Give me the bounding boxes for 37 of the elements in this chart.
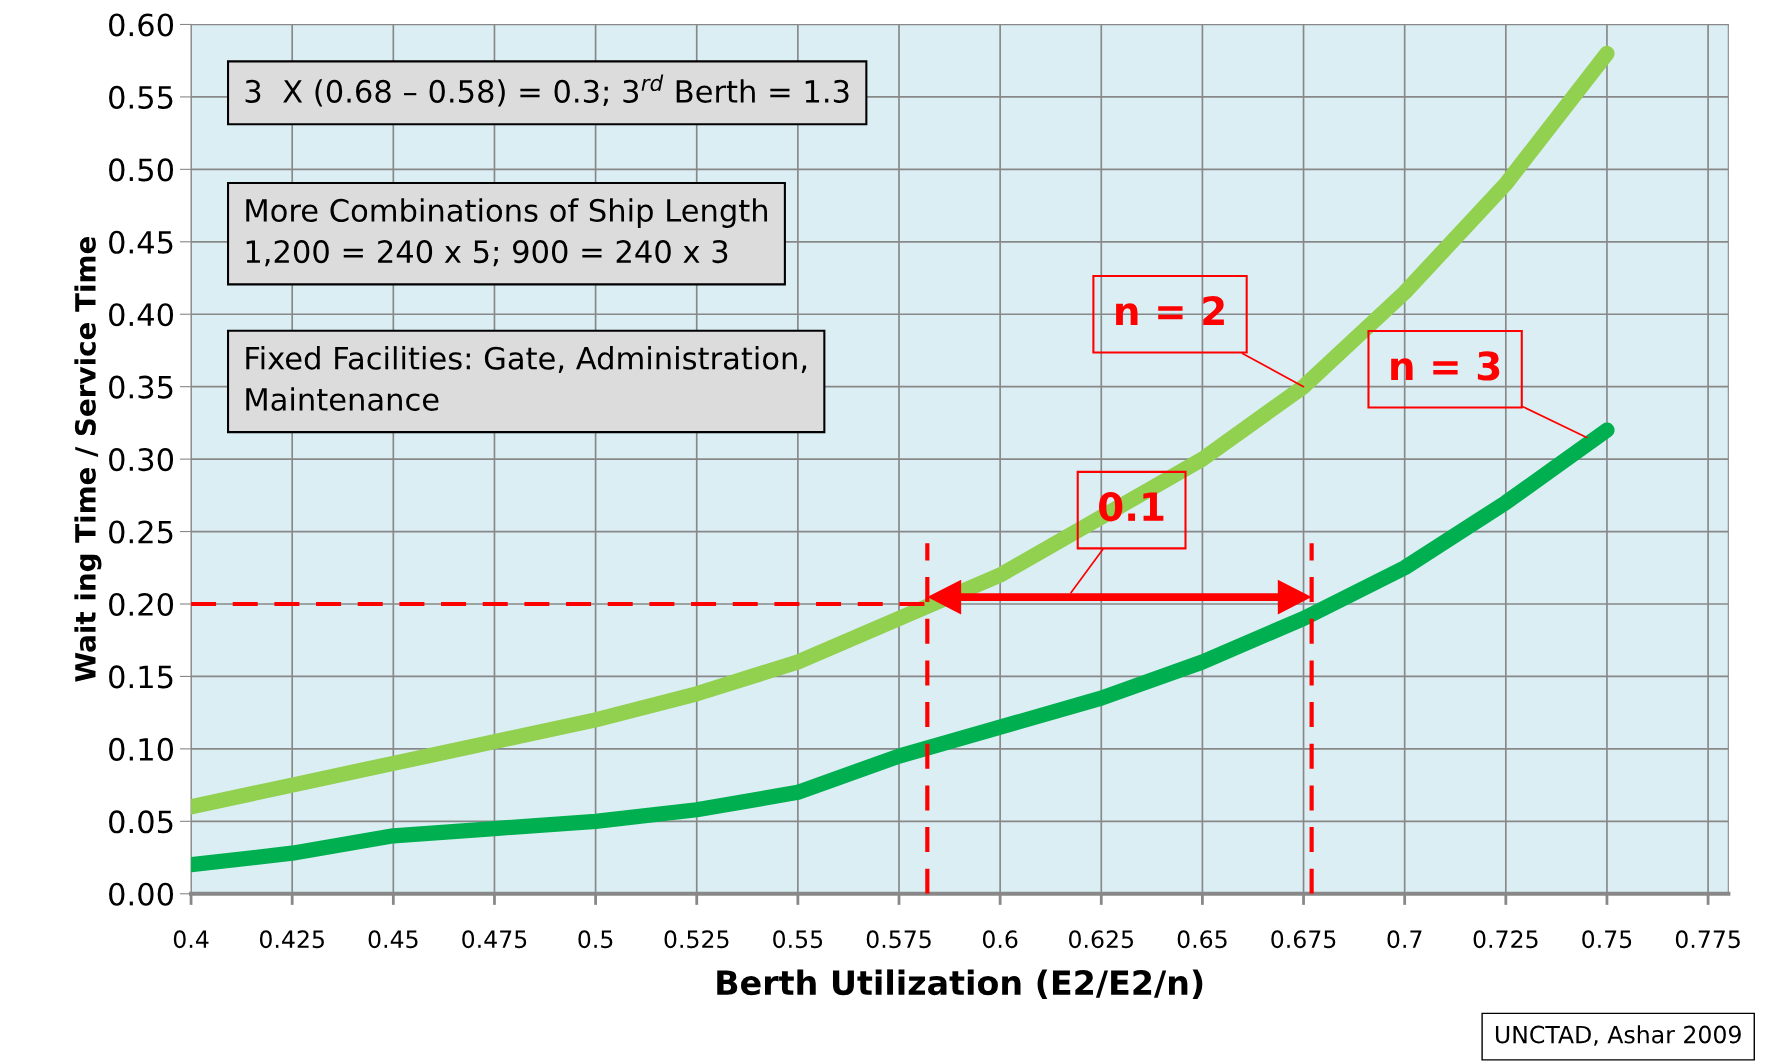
text: UNCTAD, Ashar 2009 — [1495, 1025, 1741, 1046]
x-tick-label: 0.4 — [173, 930, 209, 949]
x-axis-title: Berth Utilization (E2/E2/n) — [717, 969, 1203, 1000]
x-tick-label: 0.525 — [664, 930, 729, 949]
y-tick-label: 0.05 — [109, 810, 173, 834]
y-tick-label: 0.55 — [109, 85, 173, 109]
y-tick-label: 0.30 — [109, 448, 174, 472]
y-tick-label: 0.40 — [109, 303, 174, 327]
y-tick-label: 0.60 — [109, 13, 174, 37]
x-tick-label: 0.775 — [1675, 930, 1740, 949]
x-tick-label: 0.45 — [368, 930, 418, 949]
y-axis-title: Wait ing Time / Service Time — [74, 237, 102, 682]
x-tick-label: 0.65 — [1177, 930, 1227, 949]
x-tick-label: 0.575 — [866, 930, 931, 949]
x-tick-label: 0.55 — [773, 930, 823, 949]
annotation: n = 3 — [1391, 351, 1500, 381]
y-tick-label: 0.50 — [109, 158, 174, 182]
y-tick-label: 0.35 — [109, 375, 173, 399]
y-tick-label: 0.00 — [109, 882, 174, 906]
annotation: Fixed Facilities: Gate, Administration, Maintenance — [246, 346, 807, 411]
y-tick-label: 0.25 — [109, 520, 173, 544]
x-tick-label: 0.675 — [1271, 930, 1336, 949]
x-tick-label: 0.6 — [982, 930, 1018, 949]
x-tick-label: 0.75 — [1582, 930, 1632, 949]
x-tick-label: 0.7 — [1387, 930, 1422, 949]
y-tick-label: 0.45 — [109, 230, 173, 254]
y-tick-label: 0.10 — [109, 737, 174, 761]
x-tick-label: 0.725 — [1473, 930, 1538, 949]
annotation: More Combinations of Ship Length 1,200 = 240 x 5; 900 = 240 x 3 — [246, 198, 768, 267]
annotation: n = 2 — [1116, 296, 1224, 325]
x-tick-label: 0.625 — [1069, 930, 1134, 949]
annotation: 3 X (0.68 – 0.58) = 0.3; 3$^{rd}$ Berth = 1.3 — [245, 74, 849, 107]
x-tick-label: 0.5 — [578, 930, 613, 949]
y-tick-label: 0.20 — [109, 592, 174, 617]
x-tick-label: 0.475 — [462, 930, 527, 949]
y-tick-label: 0.15 — [109, 665, 173, 689]
x-tick-label: 0.425 — [259, 930, 324, 949]
